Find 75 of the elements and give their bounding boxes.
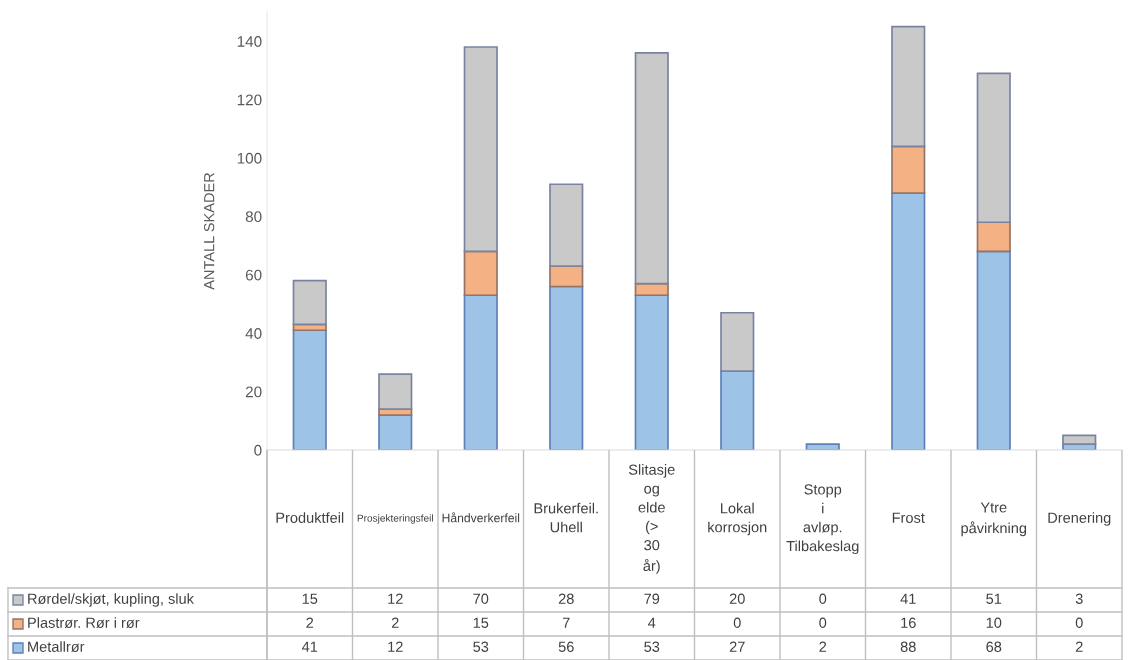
data-label: 53 xyxy=(644,641,660,652)
data-label: 41 xyxy=(900,593,916,604)
data-label: 88 xyxy=(900,641,916,652)
y-tick-label: 100 xyxy=(237,152,262,164)
data-label: 15 xyxy=(302,593,318,604)
data-label: 53 xyxy=(473,641,489,652)
bar xyxy=(549,183,584,267)
bar xyxy=(549,265,584,288)
bar xyxy=(891,192,926,450)
x-tick-label: Ytre påvirkning xyxy=(961,502,1027,537)
data-label: 27 xyxy=(729,641,745,652)
bar xyxy=(720,370,755,450)
data-label: 12 xyxy=(388,641,403,652)
bar xyxy=(891,25,926,148)
x-tick-label: Frost xyxy=(892,512,925,523)
bar xyxy=(634,282,669,297)
legend-label: Rørdel/skjøt, kupling, sluk xyxy=(28,593,194,607)
y-tick-label: 140 xyxy=(237,36,262,47)
bar xyxy=(292,279,327,326)
x-tick-label: Slitasje og elde (> 30 år) xyxy=(628,464,675,574)
bar xyxy=(805,443,840,450)
y-tick-label: 80 xyxy=(245,211,262,223)
legend-label: Plastrør. Rør i rør xyxy=(28,617,140,629)
bar xyxy=(976,250,1011,450)
y-tick-label: 20 xyxy=(245,386,262,398)
data-label: 0 xyxy=(1075,617,1083,628)
data-label: 2 xyxy=(1075,641,1083,652)
data-label: 12 xyxy=(388,593,403,604)
data-label: 28 xyxy=(558,593,574,604)
data-label: 15 xyxy=(473,617,489,628)
y-tick-label: 0 xyxy=(254,444,262,456)
y-tick-label: 40 xyxy=(245,328,262,339)
y-tick-label: 60 xyxy=(245,269,262,281)
data-label: 56 xyxy=(558,641,574,652)
x-tick-label: Håndverkerfeil xyxy=(442,512,520,523)
data-label: 2 xyxy=(306,617,314,628)
bar xyxy=(720,311,755,372)
x-tick-label: Drenering xyxy=(1048,512,1111,526)
data-label: 16 xyxy=(901,617,916,628)
data-label: 70 xyxy=(473,593,489,604)
data-label: 51 xyxy=(986,593,1002,604)
data-label: 10 xyxy=(986,617,1002,628)
bar xyxy=(976,72,1011,224)
x-tick-label: Prosjekteringsfeil xyxy=(357,514,433,524)
bar xyxy=(1062,434,1097,445)
data-label: 0 xyxy=(819,617,827,628)
x-tick-label: Lokal korrosjon xyxy=(708,502,767,536)
x-tick-label: Brukerfeil. Uhell xyxy=(534,502,598,533)
data-label: 2 xyxy=(819,641,827,652)
y-axis-title: ANTALL SKADER xyxy=(204,172,215,290)
data-label: 79 xyxy=(644,593,660,604)
data-label: 0 xyxy=(819,593,827,604)
x-tick-label: Produktfeil xyxy=(276,512,344,523)
x-tick-label: Stopp i avløp. Tilbakeslag xyxy=(786,484,859,555)
data-label: 7 xyxy=(562,617,570,628)
bar xyxy=(634,52,669,285)
bar xyxy=(463,250,498,297)
bar xyxy=(463,294,498,450)
data-label: 4 xyxy=(648,617,656,628)
data-label: 41 xyxy=(301,641,318,652)
bar xyxy=(378,373,413,410)
bar xyxy=(634,294,669,450)
bar xyxy=(549,285,584,450)
data-label: 0 xyxy=(733,617,741,628)
legend-label: Metallrør xyxy=(28,641,85,653)
data-label: 2 xyxy=(391,617,399,628)
bar xyxy=(891,145,926,194)
bar xyxy=(463,46,498,253)
data-label: 68 xyxy=(986,641,1002,652)
y-tick-label: 120 xyxy=(237,94,262,106)
bar xyxy=(292,329,327,450)
data-label: 20 xyxy=(729,593,745,604)
bar xyxy=(976,221,1011,253)
bar xyxy=(378,414,413,450)
data-label: 3 xyxy=(1075,593,1083,604)
